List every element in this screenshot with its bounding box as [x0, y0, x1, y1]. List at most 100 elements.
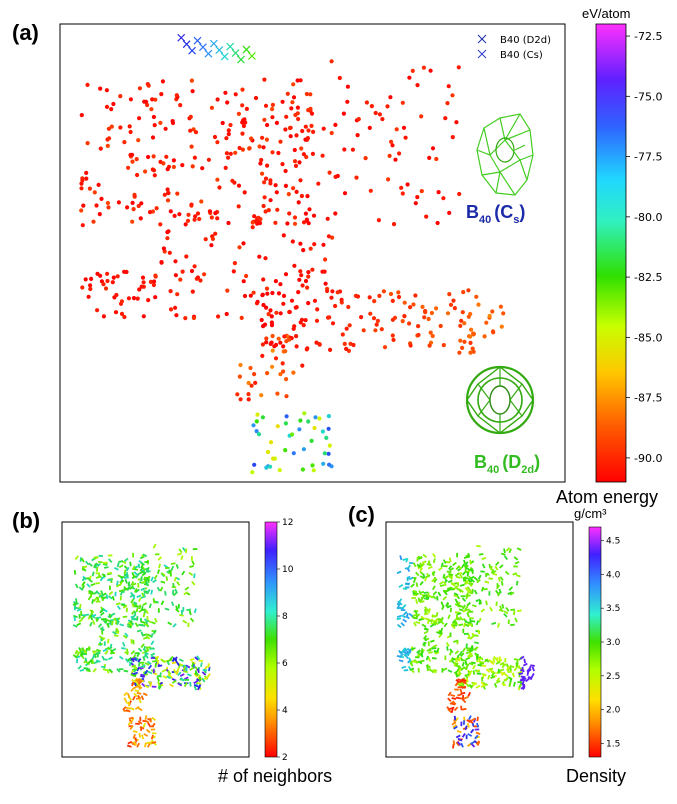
scatter-point — [84, 657, 88, 663]
scatter-point — [463, 716, 466, 722]
scatter-point — [76, 658, 79, 664]
scatter-point — [463, 696, 469, 700]
scatter-point — [499, 668, 505, 672]
scatter-point — [134, 705, 140, 710]
scatter-point — [165, 236, 170, 241]
scatter-point — [240, 103, 245, 108]
scatter-point — [307, 207, 312, 212]
scatter-point — [400, 191, 405, 196]
scatter-point — [224, 311, 229, 317]
scatter-point — [114, 591, 117, 597]
scatter-point — [403, 648, 407, 654]
scatter-point — [312, 298, 318, 303]
scatter-point — [242, 117, 247, 122]
scatter-point — [97, 573, 103, 579]
scatter-point — [236, 111, 241, 116]
scatter-point — [183, 682, 188, 688]
scatter-point — [158, 672, 162, 678]
scatter-point — [168, 289, 173, 294]
scatter-point — [274, 120, 279, 125]
scatter-point — [453, 661, 456, 667]
scatter-point — [459, 583, 465, 587]
scatter-point — [460, 705, 463, 711]
scatter-point — [151, 741, 157, 744]
scatter-point — [455, 618, 460, 621]
scatter-point — [195, 211, 201, 216]
scatter-point — [226, 155, 231, 160]
scatter-point — [152, 598, 156, 603]
scatter-point — [250, 225, 255, 230]
cross-marker — [215, 46, 224, 55]
scatter-point — [129, 707, 135, 711]
scatter-point — [130, 650, 136, 655]
scatter-point — [429, 639, 435, 643]
colorbar-tick-label: 3.5 — [606, 604, 620, 614]
scatter-point — [256, 215, 261, 220]
scatter-point — [345, 84, 350, 89]
scatter-point — [482, 681, 487, 686]
scatter-point — [88, 589, 94, 594]
scatter-point — [180, 677, 185, 682]
scatter-point — [128, 621, 133, 626]
scatter-point — [453, 715, 457, 721]
scatter-point — [115, 627, 120, 633]
scatter-point — [501, 311, 506, 316]
scatter-point — [270, 150, 275, 155]
scatter-point — [128, 701, 130, 707]
scatter-point — [326, 451, 331, 456]
scatter-point — [450, 587, 455, 590]
scatter-point — [147, 210, 153, 215]
scatter-point — [179, 673, 185, 677]
colorbar-tick-label: 8 — [282, 612, 288, 622]
scatter-point — [193, 214, 198, 219]
scatter-point — [119, 581, 123, 587]
scatter-point — [104, 88, 109, 93]
scatter-point — [79, 186, 84, 191]
scatter-point — [424, 608, 427, 614]
scatter-point — [484, 580, 490, 584]
scatter-point — [468, 683, 473, 689]
scatter-point — [107, 638, 110, 644]
scatter-point — [237, 145, 242, 151]
scatter-point — [495, 677, 501, 683]
scatter-point — [113, 634, 119, 637]
scatter-point — [135, 172, 140, 178]
scatter-point — [172, 589, 175, 595]
scatter-point — [111, 275, 116, 280]
scatter-point — [166, 190, 171, 195]
scatter-point — [91, 219, 96, 224]
scatter-point — [143, 623, 149, 627]
scatter-point — [154, 206, 159, 211]
scatter-point — [498, 588, 502, 594]
scatter-point — [423, 641, 426, 647]
scatter-point — [272, 344, 277, 349]
scatter-point — [92, 597, 98, 603]
scatter-point — [189, 78, 194, 83]
scatter-point — [157, 664, 163, 668]
scatter-point — [116, 668, 121, 673]
scatter-point — [475, 740, 481, 745]
scatter-point — [151, 282, 156, 288]
scatter-point — [186, 212, 191, 217]
scatter-point — [183, 670, 188, 674]
scatter-point — [444, 655, 447, 661]
scatter-point — [490, 671, 496, 675]
scatter-point — [193, 608, 197, 614]
scatter-point — [241, 123, 246, 129]
scatter-point — [428, 560, 431, 566]
scatter-point — [468, 582, 474, 585]
plot-a-points — [79, 59, 506, 475]
scatter-point — [289, 298, 295, 303]
scatter-point — [115, 602, 121, 606]
scatter-point — [226, 132, 231, 137]
scatter-point — [189, 202, 194, 207]
scatter-point — [443, 590, 448, 596]
scatter-point — [260, 342, 265, 347]
scatter-point — [446, 602, 450, 608]
scatter-point — [252, 462, 257, 467]
scatter-point — [446, 586, 452, 591]
scatter-point — [285, 221, 290, 226]
scatter-point — [284, 339, 289, 344]
scatter-point — [98, 594, 104, 598]
scatter-point — [195, 275, 200, 280]
